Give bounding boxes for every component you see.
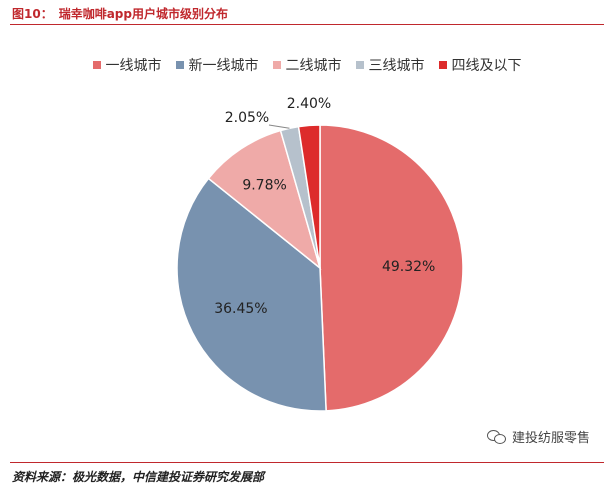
pie-slice xyxy=(207,129,322,271)
slice-label: 49.32% xyxy=(382,259,435,275)
legend-item: 三线城市 xyxy=(355,55,425,75)
figure-title: 图10： 瑞幸咖啡app用户城市级别分布 xyxy=(12,5,228,22)
slice-label: 2.05% xyxy=(225,110,269,126)
legend-item: 新一线城市 xyxy=(175,55,259,75)
pie-slice xyxy=(297,124,321,269)
legend-item: 四线及以下 xyxy=(438,55,522,75)
legend-label: 新一线城市 xyxy=(188,58,259,74)
slice-label: 36.45% xyxy=(214,301,267,317)
watermark-text: 建投纺服零售 xyxy=(512,431,591,446)
legend-item: 一线城市 xyxy=(92,55,162,75)
pie-slice xyxy=(176,177,327,412)
legend-swatch xyxy=(438,61,447,69)
pie-slice xyxy=(319,124,464,412)
leader-line xyxy=(268,124,290,129)
wechat-icon xyxy=(487,429,507,445)
chart-legend: 一线城市 新一线城市 二线城市 三线城市 四线及以下 xyxy=(0,55,614,75)
legend-label: 三线城市 xyxy=(368,58,425,74)
figure-title-text: 瑞幸咖啡app用户城市级别分布 xyxy=(58,7,228,21)
figure-number: 图10： xyxy=(12,7,53,21)
legend-swatch xyxy=(92,61,101,69)
slice-label: 2.40% xyxy=(287,96,331,112)
legend-swatch xyxy=(355,61,364,69)
legend-item: 二线城市 xyxy=(272,55,342,75)
legend-swatch xyxy=(175,61,184,69)
source-note: 资料来源：极光数据，中信建投证券研究发展部 xyxy=(12,470,265,484)
legend-swatch xyxy=(272,61,281,69)
slice-label: 9.78% xyxy=(242,178,286,194)
title-divider xyxy=(10,24,604,25)
legend-label: 四线及以下 xyxy=(451,58,522,74)
legend-label: 一线城市 xyxy=(105,58,162,74)
legend-label: 二线城市 xyxy=(285,58,342,74)
source-divider xyxy=(10,462,604,463)
watermark: 建投纺服零售 xyxy=(487,427,590,446)
